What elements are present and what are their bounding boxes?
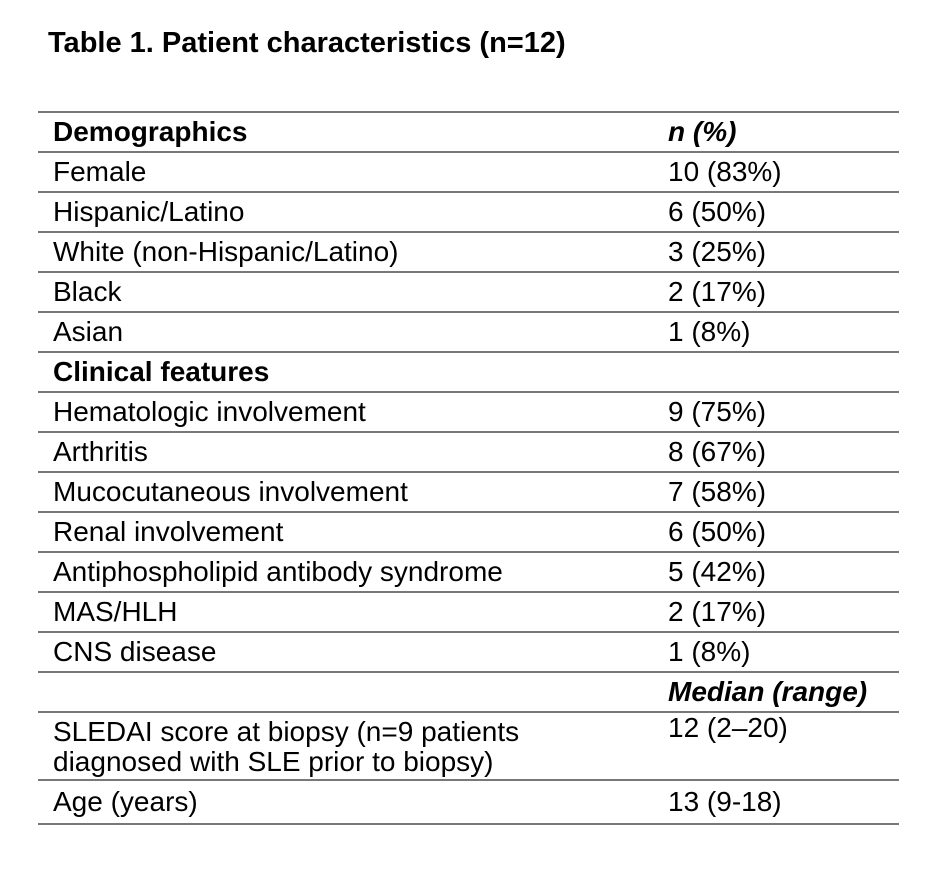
table-row: White (non-Hispanic/Latino) 3 (25%) [38,231,899,272]
table-row: Clinical features [38,351,899,392]
row-label: Age (years) [38,779,653,824]
table-row: Hematologic involvement 9 (75%) [38,391,899,432]
table-row: Age (years) 13 (9-18) [38,779,899,824]
row-value: 5 (42%) [653,551,899,592]
row-label: CNS disease [38,631,653,672]
row-value: n (%) [653,111,899,152]
row-label: Clinical features [38,351,653,392]
table-row: MAS/HLH 2 (17%) [38,591,899,632]
row-label: Hematologic involvement [38,391,653,432]
row-value [653,351,899,392]
table-row: Arthritis 8 (67%) [38,431,899,472]
row-value: 7 (58%) [653,471,899,512]
row-label: Black [38,271,653,312]
table-row: Black 2 (17%) [38,271,899,312]
row-value: 1 (8%) [653,311,899,352]
row-label: Asian [38,311,653,352]
row-label: White (non-Hispanic/Latino) [38,231,653,272]
row-label: Mucocutaneous involvement [38,471,653,512]
table-row: CNS disease 1 (8%) [38,631,899,672]
row-label: SLEDAI score at biopsy (n=9 patients dia… [38,711,653,780]
table-row: Asian 1 (8%) [38,311,899,352]
row-label: Arthritis [38,431,653,472]
row-value: 9 (75%) [653,391,899,432]
table-row: Demographics n (%) [38,111,899,152]
characteristics-table: Demographics n (%) Female 10 (83%) Hispanic/… [38,111,899,825]
table-row: Hispanic/Latino 6 (50%) [38,191,899,232]
table-row: Mucocutaneous involvement 7 (58%) [38,471,899,512]
row-value: 2 (17%) [653,591,899,632]
row-value: 6 (50%) [653,511,899,552]
row-value: 13 (9-18) [653,779,899,824]
table-row: Female 10 (83%) [38,151,899,192]
table-row: Renal involvement 6 (50%) [38,511,899,552]
patient-characteristics-table: Demographics n (%) Female 10 (83%) Hispanic/… [38,111,899,825]
row-label: Antiphospholipid antibody syndrome [38,551,653,592]
row-value: 6 (50%) [653,191,899,232]
table-row: Antiphospholipid antibody syndrome 5 (42%… [38,551,899,592]
row-label: Demographics [38,111,653,152]
row-label: Renal involvement [38,511,653,552]
table-row: SLEDAI score at biopsy (n=9 patients dia… [38,711,899,780]
row-label [38,671,653,712]
table-title: Table 1. Patient characteristics (n=12) [48,27,566,59]
row-value: 2 (17%) [653,271,899,312]
row-label: Female [38,151,653,192]
row-value: 3 (25%) [653,231,899,272]
table-row: Median (range) [38,671,899,712]
row-value: 10 (83%) [653,151,899,192]
row-value: 8 (67%) [653,431,899,472]
row-value: Median (range) [653,671,899,712]
row-value: 1 (8%) [653,631,899,672]
row-value: 12 (2–20) [653,711,899,780]
row-label: Hispanic/Latino [38,191,653,232]
row-label: MAS/HLH [38,591,653,632]
patient-table-body: Demographics n (%) Female 10 (83%) Hispanic/… [38,111,899,824]
